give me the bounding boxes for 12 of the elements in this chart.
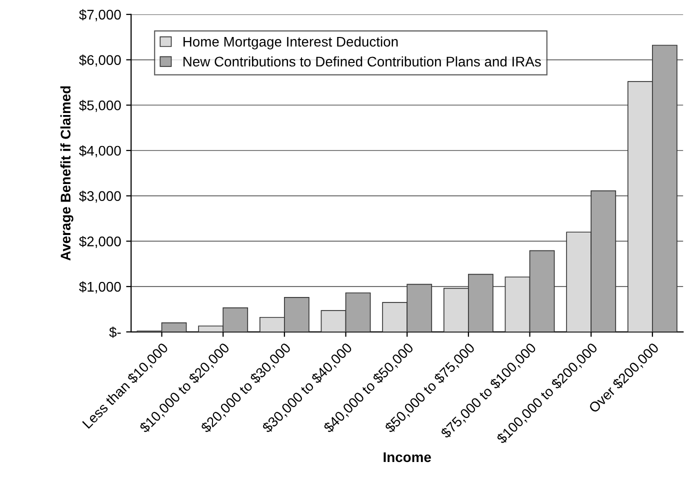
y-tick-label: $6,000 bbox=[79, 54, 121, 67]
y-tick-label: $4,000 bbox=[79, 145, 121, 158]
y-tick-label: $3,000 bbox=[79, 190, 121, 203]
y-axis-title: Average Benefit if Claimed bbox=[60, 86, 74, 261]
y-tick-label: $5,000 bbox=[79, 100, 121, 112]
x-axis-title: Income bbox=[384, 452, 431, 462]
y-tick-label: $1,000 bbox=[79, 281, 121, 294]
y-tick-label: $7,000 bbox=[79, 9, 121, 22]
y-tick-label: $- bbox=[109, 326, 121, 338]
legend-label: Home Mortgage Interest Deduction bbox=[184, 36, 398, 50]
legend-label: New Contributions to Defined Contribution Plans and IRAs bbox=[184, 56, 541, 67]
y-tick-label: $2,000 bbox=[79, 236, 121, 248]
